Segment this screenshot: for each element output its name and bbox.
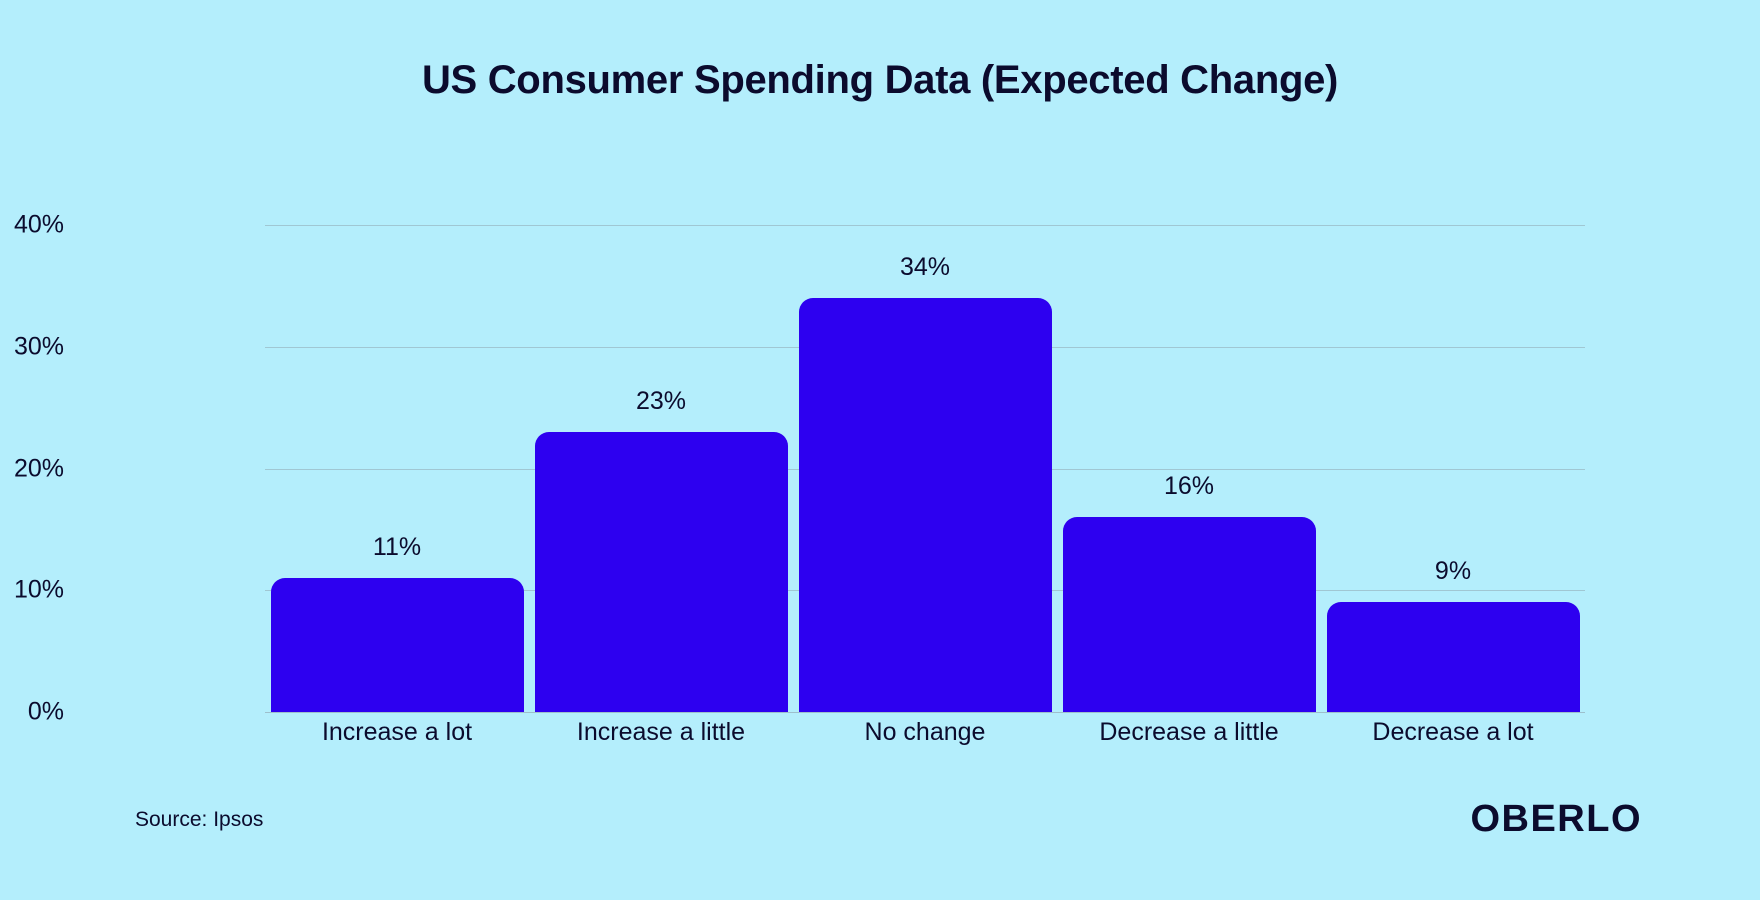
bar[interactable]: 9% <box>1326 557 1580 712</box>
bar-slot: 34% <box>793 225 1057 712</box>
oberlo-logo: OBERLO <box>1470 798 1642 840</box>
source-note: Source: Ipsos <box>135 808 264 831</box>
bar[interactable]: 34% <box>798 253 1052 712</box>
bar-value-label: 9% <box>1434 557 1472 586</box>
x-axis-category-label: Decrease a little <box>1099 718 1279 746</box>
gridline <box>265 712 1585 713</box>
plot-area: 0% 10% 20% 30% 40% 11% 23% 34% 16% 9% <box>14 211 1585 726</box>
y-axis-tick-label: 10% <box>13 575 64 604</box>
bar[interactable]: 16% <box>1062 472 1316 712</box>
y-axis-tick-label: 40% <box>13 210 64 239</box>
x-axis-category-label: No change <box>864 718 986 746</box>
bar-value-label: 23% <box>635 386 687 415</box>
bar-value-label: 11% <box>372 533 422 562</box>
y-axis-tick-label: 20% <box>13 454 64 482</box>
y-axis-tick-label: 30% <box>13 332 64 361</box>
bar-series: 11% 23% 34% 16% 9% <box>265 225 1585 712</box>
gridline <box>265 225 1585 226</box>
x-axis-category-label: Increase a little <box>576 718 746 746</box>
bar-value-label: 16% <box>1163 472 1215 501</box>
x-axis-labels: Increase a lot Increase a little No change… <box>265 718 1585 747</box>
bar-slot: 11% <box>265 225 529 712</box>
bar-slot: 23% <box>529 225 793 712</box>
x-axis-category-label: Increase a lot <box>321 718 473 746</box>
bar[interactable]: 11% <box>270 533 524 712</box>
bar[interactable]: 23% <box>534 387 788 712</box>
x-axis-category-label: Decrease a lot <box>1372 718 1534 746</box>
y-axis-tick-label: 0% <box>27 697 64 726</box>
bar-slot: 9% <box>1321 225 1585 712</box>
page-title: US Consumer Spending Data (Expected Chan… <box>421 58 1339 102</box>
bar-value-label: 34% <box>899 253 951 282</box>
bar-slot: 16% <box>1057 225 1321 712</box>
